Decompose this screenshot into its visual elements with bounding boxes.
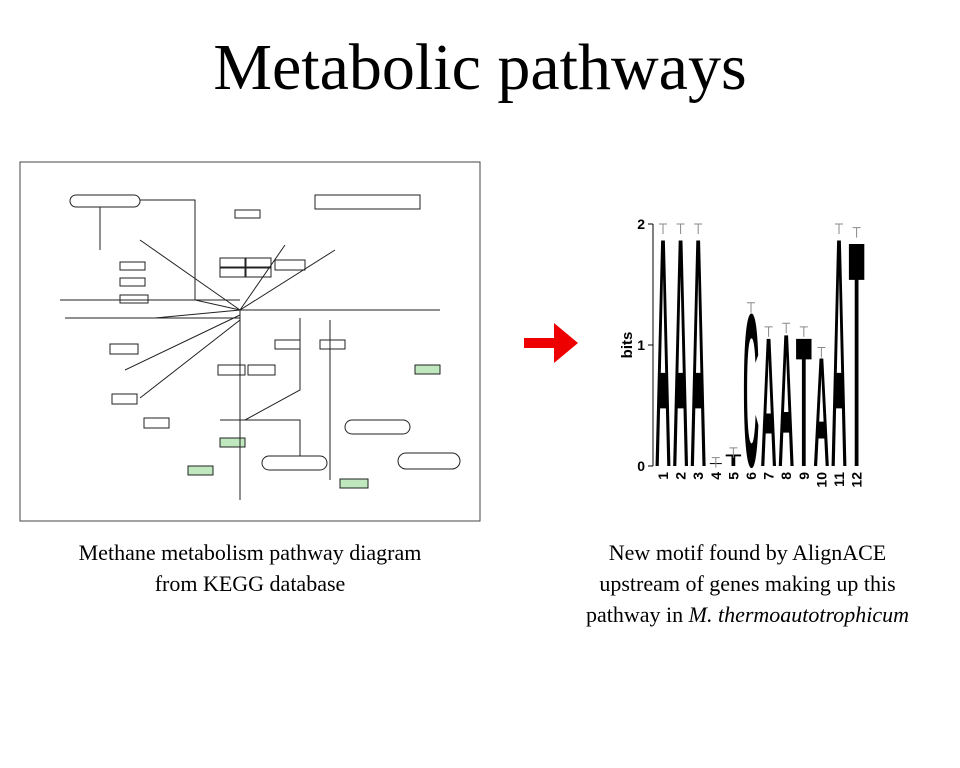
caption-line: pathway in M. thermoautotrophicum xyxy=(550,599,945,630)
y-axis-label: bits xyxy=(619,332,636,359)
position-label: 10 xyxy=(813,472,829,488)
caption-text: pathway in xyxy=(585,602,684,627)
position-label: 4 xyxy=(708,472,724,480)
species-name: M. thermoautotrophicum xyxy=(688,602,910,627)
error-bar xyxy=(817,346,826,358)
logo-letter: C xyxy=(743,269,759,513)
arrow xyxy=(524,323,578,363)
error-bar xyxy=(659,223,667,235)
error-bar xyxy=(676,223,685,235)
slide-title: Metabolic pathways xyxy=(213,31,747,104)
position-label: 11 xyxy=(831,472,847,487)
y-tick-label: 0 xyxy=(637,458,645,474)
kegg-diagram xyxy=(19,161,481,522)
caption-line: Methane metabolism pathway diagram xyxy=(78,540,422,565)
error-bar xyxy=(852,227,861,238)
error-bar xyxy=(764,326,773,337)
logo-letter: A xyxy=(813,324,829,499)
logo-letter: A xyxy=(761,299,777,505)
error-bar xyxy=(835,223,843,235)
position-label: 9 xyxy=(796,472,812,480)
caption-line: New motif found by AlignACE xyxy=(608,540,887,565)
position-label: 12 xyxy=(849,472,865,488)
logo-letter: T xyxy=(725,451,741,470)
position-label: 1 xyxy=(655,472,671,480)
position-label: 7 xyxy=(761,472,777,480)
right-caption: New motif found by AlignACE upstream of … xyxy=(550,537,945,630)
logo-letter: T xyxy=(849,174,865,535)
logo-letter: A xyxy=(690,171,706,536)
logo-letter: A xyxy=(831,171,847,536)
caption-line: upstream of genes making up this xyxy=(599,571,896,596)
position-label: 6 xyxy=(743,472,759,480)
error-bar xyxy=(711,457,720,468)
y-tick-label: 2 xyxy=(637,216,645,232)
position-label: 8 xyxy=(778,472,794,480)
error-bar xyxy=(782,322,791,334)
error-bar xyxy=(729,447,738,458)
position-label: 5 xyxy=(725,472,741,480)
logo-letter: A xyxy=(778,296,794,507)
position-label: 2 xyxy=(673,472,689,480)
error-bar xyxy=(694,223,703,235)
error-bar xyxy=(747,302,755,313)
logo-letter: T xyxy=(796,299,812,505)
position-label: 3 xyxy=(690,472,706,480)
error-bar xyxy=(799,326,808,337)
caption-line: from KEGG database xyxy=(154,571,346,596)
left-caption: Methane metabolism pathway diagram from … xyxy=(20,537,480,599)
logo-letter: A xyxy=(673,171,689,536)
y-tick-label: 1 xyxy=(637,337,645,353)
logo-letter: A xyxy=(655,171,671,536)
